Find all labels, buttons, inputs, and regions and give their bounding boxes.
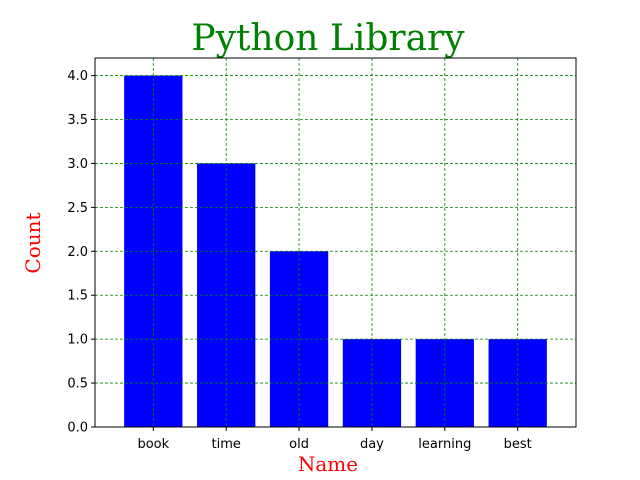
- y-tick-label: 4.0: [67, 69, 88, 84]
- x-tick-label: old: [289, 437, 309, 452]
- chart-title: Python Library: [191, 18, 465, 59]
- y-tick-label: 2.5: [67, 201, 88, 216]
- x-tick-label: day: [360, 437, 384, 452]
- y-tick-label: 1.5: [67, 289, 88, 304]
- y-tick-label: 3.5: [67, 113, 88, 128]
- y-tick-label: 0.5: [67, 377, 88, 392]
- y-axis: 0.0 0.5 1.0 1.5 2.0 2.5 3.0 3.5 4.0: [67, 69, 95, 436]
- plot-frame: [94, 57, 577, 428]
- x-tick-label: book: [137, 437, 169, 452]
- x-tick-label: time: [211, 437, 240, 452]
- x-tick-label: best: [504, 437, 532, 452]
- x-tick-label: learning: [418, 437, 471, 452]
- x-axis: book time old day learning best: [137, 427, 532, 452]
- y-tick-label: 0.0: [67, 421, 88, 436]
- y-tick-label: 2.0: [67, 245, 88, 260]
- y-tick-label: 1.0: [67, 333, 88, 348]
- x-axis-label: Name: [298, 452, 358, 476]
- y-tick-label: 3.0: [67, 157, 88, 172]
- y-axis-label: Count: [21, 212, 45, 273]
